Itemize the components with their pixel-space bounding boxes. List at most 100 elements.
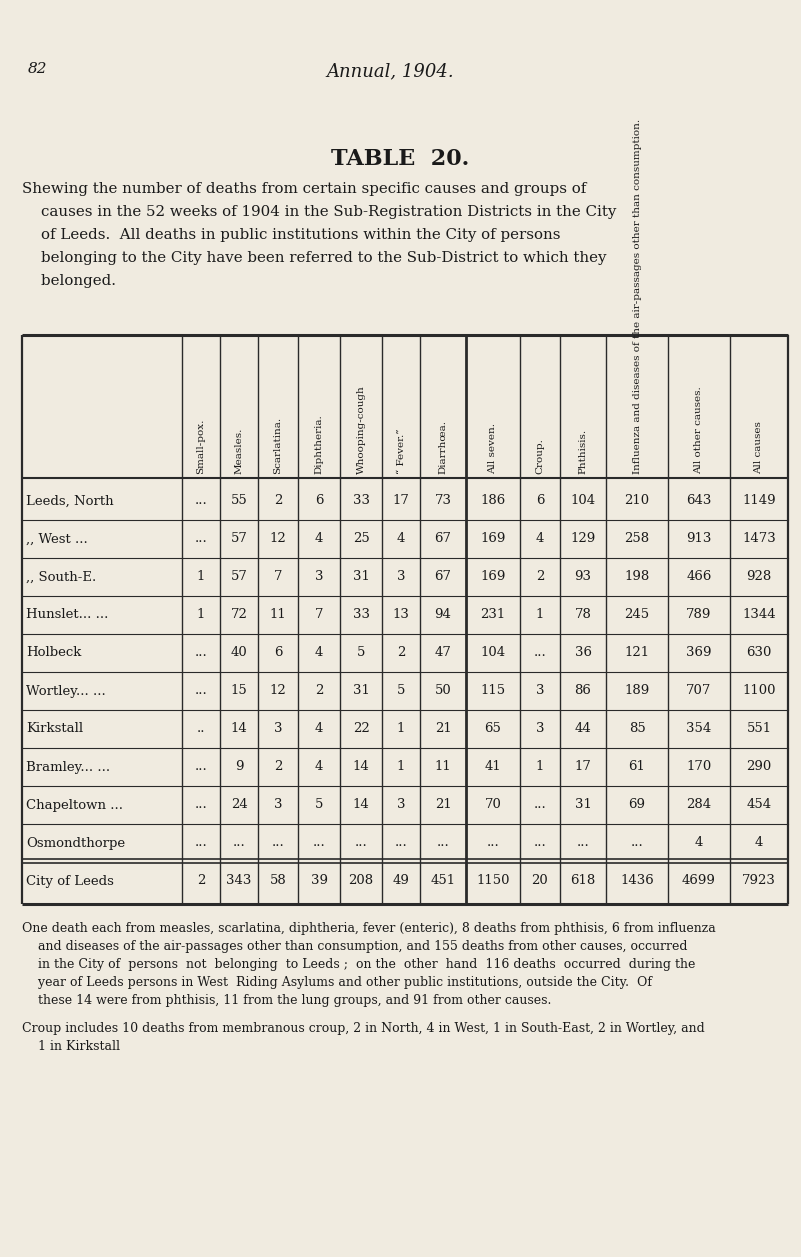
Text: 40: 40: [231, 646, 248, 660]
Text: ...: ...: [533, 646, 546, 660]
Text: Small-pox.: Small-pox.: [196, 419, 206, 474]
Text: 2: 2: [396, 646, 405, 660]
Text: 33: 33: [352, 608, 369, 621]
Text: 3: 3: [536, 685, 544, 698]
Text: 618: 618: [570, 875, 596, 887]
Text: 14: 14: [231, 723, 248, 735]
Text: 1344: 1344: [743, 608, 776, 621]
Text: 1: 1: [197, 571, 205, 583]
Text: 290: 290: [747, 760, 771, 773]
Text: 454: 454: [747, 798, 771, 812]
Text: 369: 369: [686, 646, 712, 660]
Text: 3: 3: [274, 798, 282, 812]
Text: Croup.: Croup.: [536, 439, 545, 474]
Text: 55: 55: [231, 494, 248, 508]
Text: 57: 57: [231, 533, 248, 546]
Text: 466: 466: [686, 571, 711, 583]
Text: 4: 4: [315, 533, 323, 546]
Text: and diseases of the air-passages other than consumption, and 155 deaths from oth: and diseases of the air-passages other t…: [22, 940, 687, 953]
Text: 25: 25: [352, 533, 369, 546]
Text: 12: 12: [270, 533, 287, 546]
Text: 169: 169: [481, 571, 505, 583]
Text: ...: ...: [272, 836, 284, 850]
Text: 789: 789: [686, 608, 711, 621]
Text: 1: 1: [536, 608, 544, 621]
Text: 5: 5: [315, 798, 323, 812]
Text: 1149: 1149: [743, 494, 776, 508]
Text: 17: 17: [392, 494, 409, 508]
Text: ...: ...: [195, 494, 207, 508]
Text: Diphtheria.: Diphtheria.: [315, 415, 324, 474]
Text: 2: 2: [536, 571, 544, 583]
Text: 24: 24: [231, 798, 248, 812]
Text: ...: ...: [195, 646, 207, 660]
Text: Kirkstall: Kirkstall: [26, 723, 83, 735]
Text: Osmondthorpe: Osmondthorpe: [26, 836, 125, 850]
Text: year of Leeds persons in West  Riding Asylums and other public institutions, out: year of Leeds persons in West Riding Asy…: [22, 975, 652, 989]
Text: 82: 82: [28, 62, 47, 75]
Text: ...: ...: [487, 836, 499, 850]
Text: 208: 208: [348, 875, 373, 887]
Text: 1100: 1100: [743, 685, 775, 698]
Text: ...: ...: [533, 836, 546, 850]
Text: Wortley... ...: Wortley... ...: [26, 685, 106, 698]
Text: belonging to the City have been referred to the Sub-District to which they: belonging to the City have been referred…: [22, 251, 606, 265]
Text: 2: 2: [274, 760, 282, 773]
Text: 630: 630: [747, 646, 771, 660]
Text: 1 in Kirkstall: 1 in Kirkstall: [22, 1040, 120, 1053]
Text: 2: 2: [274, 494, 282, 508]
Text: ...: ...: [195, 798, 207, 812]
Text: 5: 5: [356, 646, 365, 660]
Text: 551: 551: [747, 723, 771, 735]
Text: ...: ...: [355, 836, 368, 850]
Text: 14: 14: [352, 760, 369, 773]
Text: 31: 31: [352, 685, 369, 698]
Text: ,, West ...: ,, West ...: [26, 533, 88, 546]
Text: 67: 67: [434, 533, 452, 546]
Text: 198: 198: [624, 571, 650, 583]
Text: 13: 13: [392, 608, 409, 621]
Text: 1: 1: [197, 608, 205, 621]
Text: 3: 3: [396, 571, 405, 583]
Text: 3: 3: [536, 723, 544, 735]
Text: 5: 5: [396, 685, 405, 698]
Text: All other causes.: All other causes.: [694, 386, 703, 474]
Text: 73: 73: [434, 494, 452, 508]
Text: 72: 72: [231, 608, 248, 621]
Text: 210: 210: [625, 494, 650, 508]
Text: 1: 1: [396, 723, 405, 735]
Text: 1: 1: [536, 760, 544, 773]
Text: ...: ...: [195, 533, 207, 546]
Text: 4: 4: [536, 533, 544, 546]
Text: 1473: 1473: [742, 533, 776, 546]
Text: 78: 78: [574, 608, 591, 621]
Text: Leeds, North: Leeds, North: [26, 494, 114, 508]
Text: One death each from measles, scarlatina, diphtheria, fever (enteric), 8 deaths f: One death each from measles, scarlatina,…: [22, 921, 716, 935]
Text: ...: ...: [195, 760, 207, 773]
Text: 129: 129: [570, 533, 596, 546]
Text: 2: 2: [197, 875, 205, 887]
Text: 12: 12: [270, 685, 287, 698]
Text: 94: 94: [435, 608, 452, 621]
Text: 104: 104: [481, 646, 505, 660]
Text: ...: ...: [232, 836, 245, 850]
Text: 451: 451: [430, 875, 456, 887]
Text: 1: 1: [396, 760, 405, 773]
Text: 41: 41: [485, 760, 501, 773]
Text: 70: 70: [485, 798, 501, 812]
Text: ...: ...: [437, 836, 449, 850]
Text: 707: 707: [686, 685, 711, 698]
Text: 245: 245: [625, 608, 650, 621]
Text: 85: 85: [629, 723, 646, 735]
Text: 39: 39: [311, 875, 328, 887]
Text: 928: 928: [747, 571, 771, 583]
Text: 4699: 4699: [682, 875, 716, 887]
Text: 4: 4: [315, 723, 323, 735]
Text: 354: 354: [686, 723, 711, 735]
Text: 4: 4: [755, 836, 763, 850]
Text: 121: 121: [625, 646, 650, 660]
Text: 4: 4: [315, 646, 323, 660]
Text: 169: 169: [481, 533, 505, 546]
Text: 258: 258: [625, 533, 650, 546]
Text: 7: 7: [274, 571, 282, 583]
